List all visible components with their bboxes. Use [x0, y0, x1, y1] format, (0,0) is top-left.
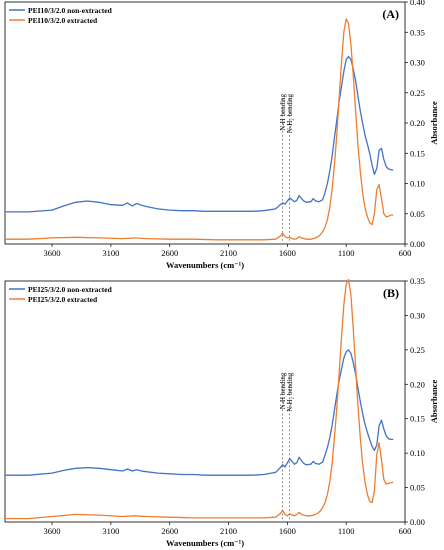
x-tick-label: 2100 — [220, 248, 237, 258]
legend-label: PEI25/3/2.0 non-extracted — [28, 285, 113, 294]
x-tick-label: 1600 — [279, 248, 296, 258]
series-line-0 — [5, 55, 394, 213]
y-axis-title: Absorbance — [429, 380, 439, 424]
y-axis-title: Absorbance — [429, 101, 439, 145]
x-tick-label: 3600 — [44, 248, 61, 258]
x-tick-label: 1100 — [338, 248, 355, 258]
y-tick-label: 0.15 — [410, 414, 425, 424]
x-axis-title: Wavenumbers (cm⁻¹) — [166, 260, 244, 270]
y-tick-label: 0.15 — [410, 148, 425, 158]
y-tick-label: 0.20 — [410, 379, 425, 389]
x-tick-label: 2600 — [161, 248, 178, 258]
plot-frame — [4, 280, 406, 523]
x-tick-label: 600 — [399, 526, 412, 536]
series-line-0 — [5, 349, 394, 476]
legend-label: PEI10/3/2.0 non-extracted — [28, 6, 113, 15]
y-tick-label: 0.30 — [410, 58, 425, 68]
y-tick-label: 0.20 — [410, 118, 425, 128]
x-tick-label: 1100 — [338, 526, 355, 536]
annotation-label: N-H bending — [279, 372, 287, 409]
y-tick-label: 0.40 — [410, 0, 425, 7]
x-tick-label: 3100 — [102, 248, 119, 258]
x-tick-label: 1600 — [279, 526, 296, 536]
panel-label: (B) — [383, 286, 399, 300]
y-tick-label: 0.25 — [410, 345, 425, 355]
y-tick-label: 0.05 — [410, 483, 425, 493]
panel-label: (A) — [382, 7, 399, 21]
x-tick-label: 600 — [399, 248, 412, 258]
legend-label: PEI10/3/2.0 extracted — [28, 16, 98, 25]
x-tick-label: 2100 — [220, 526, 237, 536]
y-tick-label: 0.10 — [410, 179, 425, 189]
y-tick-label: 0.30 — [410, 310, 425, 320]
y-tick-label: 0.35 — [410, 276, 425, 286]
y-tick-label: 0.05 — [410, 209, 425, 219]
x-tick-label: 2600 — [161, 526, 178, 536]
annotation-label: N-H₂ bending — [286, 372, 294, 412]
x-axis-title: Wavenumbers (cm⁻¹) — [166, 538, 244, 548]
y-tick-label: 0.25 — [410, 88, 425, 98]
y-tick-label: 0.10 — [410, 448, 425, 458]
legend-label: PEI25/3/2.0 extracted — [28, 295, 98, 304]
plot-frame — [4, 1, 406, 245]
x-tick-label: 3100 — [102, 526, 119, 536]
annotation-label: N-H₂ bending — [286, 93, 294, 133]
y-tick-label: 0.00 — [410, 239, 425, 249]
annotation-label: N-H bending — [279, 93, 287, 130]
x-tick-label: 3600 — [44, 526, 61, 536]
y-tick-label: 0.35 — [410, 27, 425, 37]
y-tick-label: 0.00 — [410, 517, 425, 527]
series-line-1 — [5, 18, 394, 241]
series-line-1 — [5, 278, 394, 520]
